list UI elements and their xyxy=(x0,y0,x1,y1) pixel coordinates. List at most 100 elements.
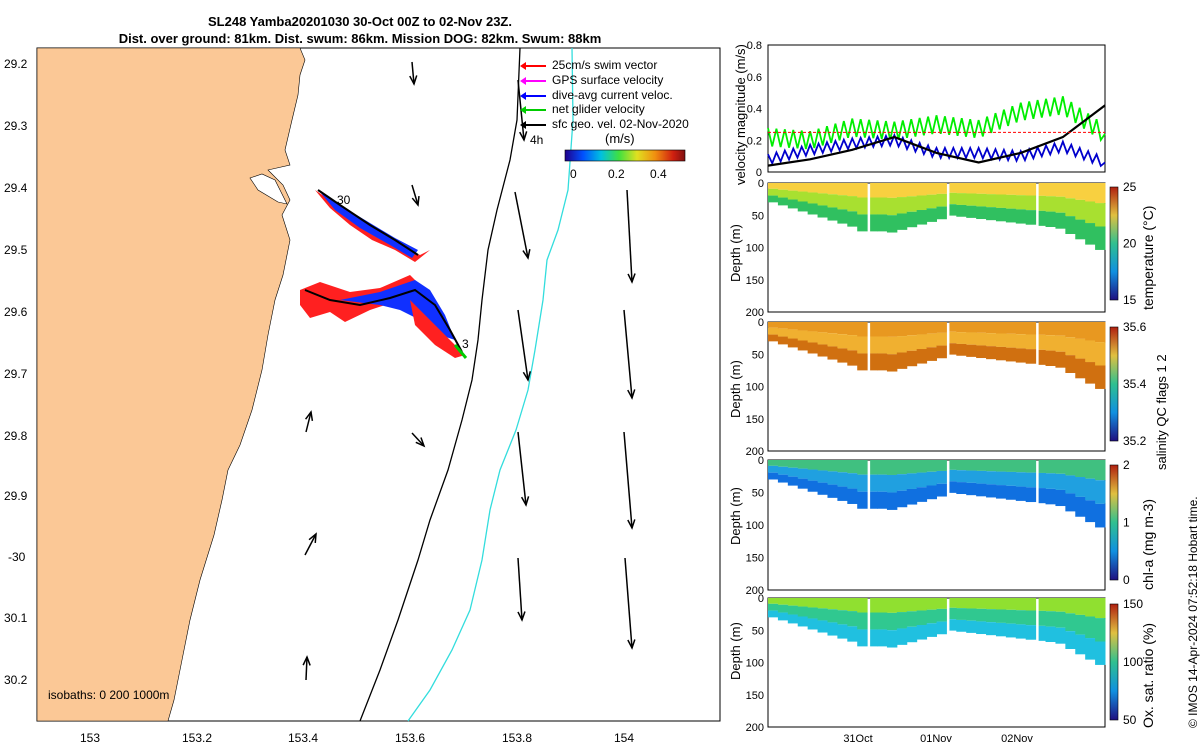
profile-cell xyxy=(877,353,888,371)
profile-cell xyxy=(926,471,937,486)
profile-cell xyxy=(797,616,809,627)
legend-swatch xyxy=(520,121,546,130)
depth-tick: 150 xyxy=(746,690,764,702)
profile-cell xyxy=(906,473,918,489)
profile-cell xyxy=(896,612,908,629)
profile-cell xyxy=(1065,355,1076,373)
map-lon-ticks: 153 153.2 153.4 153.6 153.8 154 xyxy=(80,731,634,745)
profile-cell xyxy=(916,610,928,626)
profile-panels: 00.20.40.60.8050100150200252015050100150… xyxy=(746,40,1147,745)
profile-cell xyxy=(936,322,947,333)
profile-cell xyxy=(926,208,937,222)
profile-cell xyxy=(787,199,799,209)
profile-cell xyxy=(906,335,918,351)
profile-cell xyxy=(896,322,908,337)
profile-cell xyxy=(956,608,967,620)
velocity-arrowhead xyxy=(522,371,532,382)
profile-cell xyxy=(1015,195,1027,210)
profile-cell xyxy=(896,628,908,645)
profile-cell xyxy=(906,611,918,627)
profile-cell xyxy=(787,338,799,348)
velocity-arrow xyxy=(305,656,308,681)
profile-cell xyxy=(847,473,858,489)
profile-cell xyxy=(936,345,947,359)
profile-cell xyxy=(916,460,928,473)
profile-cell xyxy=(857,460,868,475)
profile-cell xyxy=(1075,219,1086,240)
profile-cell xyxy=(1038,598,1047,611)
profile-cell xyxy=(807,183,819,193)
land-coast xyxy=(36,47,306,722)
profile-cell xyxy=(1075,183,1086,200)
profile-cell xyxy=(986,471,997,485)
profile-cell xyxy=(827,484,838,498)
profile-cell xyxy=(777,322,789,329)
profile-cell xyxy=(870,214,878,232)
profile-cell xyxy=(886,598,898,613)
profile-cell xyxy=(1075,496,1086,517)
profile-cell xyxy=(768,460,779,466)
time-tick: 01Nov xyxy=(920,733,952,745)
profile-colorbar xyxy=(1109,603,1119,721)
profile-cell xyxy=(995,598,1007,610)
velocity-ytick: 0.2 xyxy=(747,135,762,147)
profile-cell xyxy=(949,331,957,344)
time-tick: 02Nov xyxy=(1001,733,1033,745)
profile-cell xyxy=(797,330,809,341)
profile-cell xyxy=(1045,488,1056,505)
profile-cell xyxy=(936,608,947,622)
profile-cell xyxy=(1045,350,1056,366)
lat-tick: 29.7 xyxy=(4,367,28,381)
profile-cell xyxy=(817,205,828,218)
profile-cell xyxy=(995,333,1007,347)
profile-cell xyxy=(995,485,1007,499)
profile-cell xyxy=(986,484,997,498)
legend-entry: 25cm/s swim vector xyxy=(518,58,689,73)
profile-cell xyxy=(1095,365,1106,389)
profile-cell xyxy=(886,630,898,648)
profile-cell xyxy=(1095,342,1106,366)
profile-cell xyxy=(847,322,858,336)
profile-cell xyxy=(1015,472,1027,487)
legend-entry: GPS surface velocity xyxy=(518,73,689,88)
profile-cell xyxy=(1005,460,1017,472)
profile-cell xyxy=(768,188,779,196)
profile-cell xyxy=(1075,338,1086,359)
depth-tick: 0 xyxy=(758,178,764,190)
profile-cell xyxy=(949,322,957,332)
profile-cell xyxy=(1095,641,1106,665)
profile-cell xyxy=(886,336,898,355)
profile-cell xyxy=(1065,631,1076,649)
lat-tick: 30.1 xyxy=(4,611,28,625)
colorbar-title: (m/s) xyxy=(605,131,635,146)
colorbar-tick: 35.6 xyxy=(1123,320,1147,334)
profile-cell xyxy=(1065,475,1076,494)
profile-cell xyxy=(1065,493,1076,512)
legend-swatch xyxy=(520,91,546,100)
profile-cell xyxy=(916,472,928,488)
profile-cell xyxy=(1045,211,1056,227)
profile-colorbar xyxy=(1109,464,1119,581)
profile-cell xyxy=(797,322,809,331)
profile-cell xyxy=(817,482,828,495)
profile-cell xyxy=(986,194,997,208)
profile-cell xyxy=(995,322,1007,334)
profile-cell xyxy=(976,621,987,635)
profile-cell xyxy=(870,322,878,337)
profile-cell xyxy=(847,196,858,212)
profile-cell xyxy=(777,460,789,467)
profile-cell xyxy=(1055,351,1066,368)
profile-cell xyxy=(906,196,918,212)
profile-cell xyxy=(837,460,848,473)
profile-cell xyxy=(896,336,908,353)
legend-entry: net glider velocity xyxy=(518,102,689,117)
profile-cell xyxy=(956,183,967,194)
lon-tick: 153.6 xyxy=(395,731,425,745)
profile-cell xyxy=(857,197,868,215)
profile-cell xyxy=(857,629,868,647)
velocity-arrow xyxy=(623,431,633,529)
isobath-200m xyxy=(359,47,521,722)
profile-cell xyxy=(916,487,928,502)
profile-cell xyxy=(807,203,819,215)
profile-cell xyxy=(966,608,977,621)
